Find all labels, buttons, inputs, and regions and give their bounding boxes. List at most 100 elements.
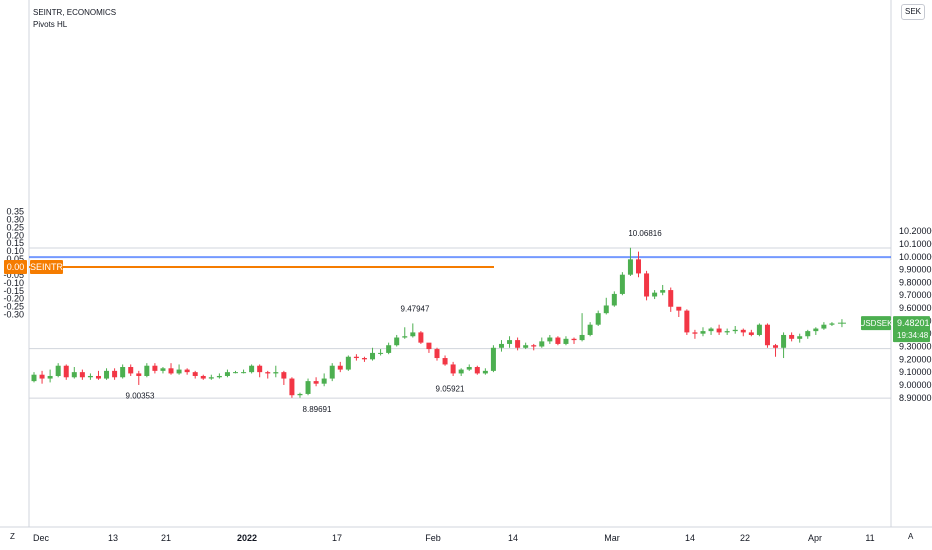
candle-body <box>507 340 513 344</box>
candle-body <box>297 393 303 396</box>
time-axis-tick-label: 22 <box>740 533 750 543</box>
candle-body <box>587 324 593 335</box>
right-axis-tick-label: 9.90000 <box>899 265 932 275</box>
candle-body <box>305 381 311 394</box>
right-axis-tick-label: 9.30000 <box>899 342 932 352</box>
indicator-title[interactable]: Pivots HL <box>33 20 68 29</box>
time-axis-tick-label: 11 <box>865 533 874 543</box>
candle-body <box>31 374 37 382</box>
candle-body <box>257 365 263 373</box>
pivot-low-label: 9.00353 <box>126 392 155 401</box>
candle-body <box>426 342 432 350</box>
candle-body <box>442 358 448 365</box>
candle-body <box>410 332 416 337</box>
candle-body <box>611 293 617 306</box>
candle-body <box>668 290 674 307</box>
candle-body <box>136 373 142 376</box>
horizontal-levels <box>29 247 891 399</box>
time-axis-tick-label: Apr <box>808 533 822 543</box>
pivot-labels: 10.06816 9.47947 9.00353 9.05921 8.89691 <box>126 229 663 414</box>
right-axis-tick-label: 8.90000 <box>899 393 932 403</box>
candle-body <box>144 365 150 376</box>
left-axis-tick-label: -0.10 <box>3 278 24 288</box>
candle-body <box>63 365 69 378</box>
candle-body <box>482 370 488 374</box>
candle-body <box>619 274 625 294</box>
candle-body <box>289 378 295 396</box>
left-axis-tick-label: 0.15 <box>6 238 24 248</box>
candle-body <box>87 375 93 378</box>
candle-body <box>708 328 714 332</box>
time-axis-tick-label: 17 <box>332 533 342 543</box>
candle-body <box>773 345 779 348</box>
candle-body <box>571 338 577 341</box>
candle-body <box>466 367 472 370</box>
candle-body <box>732 329 738 332</box>
left-axis-ticks: 0.350.300.250.200.150.100.050.00-0.05-0.… <box>3 206 24 319</box>
symbol-tag <box>861 316 891 331</box>
candle-body <box>95 375 101 379</box>
last-price-text: 9.48201 <box>897 318 930 328</box>
price-tags: 0.00 SEINTR USDSEK 9.48201 19:34:48 <box>4 260 930 343</box>
candle-body <box>563 338 569 344</box>
candle-body <box>797 336 803 339</box>
candle-body <box>756 324 762 335</box>
time-axis-tick-label: 2022 <box>237 533 257 543</box>
left-axis-tick-label: 0.05 <box>6 254 24 264</box>
candle-body <box>224 372 230 376</box>
time-axis-tick-label: 14 <box>508 533 518 543</box>
candle-body <box>644 273 650 297</box>
candle-body <box>490 347 496 371</box>
seintr-value-text: 0.00 <box>7 262 25 272</box>
zoom-button[interactable]: Z <box>10 532 15 541</box>
candle-body <box>249 365 255 373</box>
candle-body <box>337 365 343 370</box>
candle-body <box>716 328 722 333</box>
candle-body <box>128 367 134 374</box>
candle-body <box>636 259 641 274</box>
candle-body <box>595 313 601 325</box>
candle-body <box>378 352 384 354</box>
left-axis-tick-label: 0.35 <box>6 206 24 216</box>
candles <box>31 247 846 398</box>
left-axis-tick-label: 0.25 <box>6 222 24 232</box>
candle-body <box>184 369 190 373</box>
left-axis-tick-label: 0.30 <box>6 214 24 224</box>
left-axis-tick-label: 0.20 <box>6 230 24 240</box>
left-axis-tick-label: -0.05 <box>3 270 24 280</box>
candle-body <box>55 365 61 376</box>
candle-body <box>450 364 456 374</box>
candle-body <box>813 328 819 332</box>
symbol-title: SEINTR, ECONOMICS <box>33 8 117 17</box>
candle-body <box>789 334 795 339</box>
seintr-name-text: SEINTR <box>30 262 64 272</box>
candle-body <box>241 372 247 374</box>
candle-body <box>47 375 53 379</box>
candle-body <box>724 331 730 333</box>
pivot-high-label: 10.06816 <box>628 229 662 238</box>
last-price-tag <box>893 316 930 343</box>
candle-body <box>652 292 658 297</box>
candle-body <box>603 305 609 314</box>
candle-body <box>805 331 811 337</box>
candle-body <box>700 331 706 334</box>
candle-body <box>474 367 480 374</box>
right-axis-tick-label: 10.20000 <box>899 226 932 236</box>
candle-body <box>627 259 633 275</box>
currency-button[interactable]: SEK <box>901 4 925 20</box>
candle-body <box>353 356 359 359</box>
right-axis-tick-label: 9.20000 <box>899 354 932 364</box>
candle-body <box>523 345 529 348</box>
candle-body <box>418 332 424 343</box>
candle-body <box>555 337 561 344</box>
candle-body <box>313 381 319 384</box>
candle-body <box>152 365 158 371</box>
time-axis-ticks: Dec 13 21 2022 17 Feb 14 Mar 14 22 Apr 11 <box>33 533 875 543</box>
candle-body <box>515 340 521 348</box>
seintr-value-tag <box>4 260 27 274</box>
seintr-name-tag <box>30 260 63 274</box>
auto-scale-button[interactable]: A <box>908 532 914 541</box>
candle-body <box>233 372 238 374</box>
candle-body <box>676 306 682 311</box>
